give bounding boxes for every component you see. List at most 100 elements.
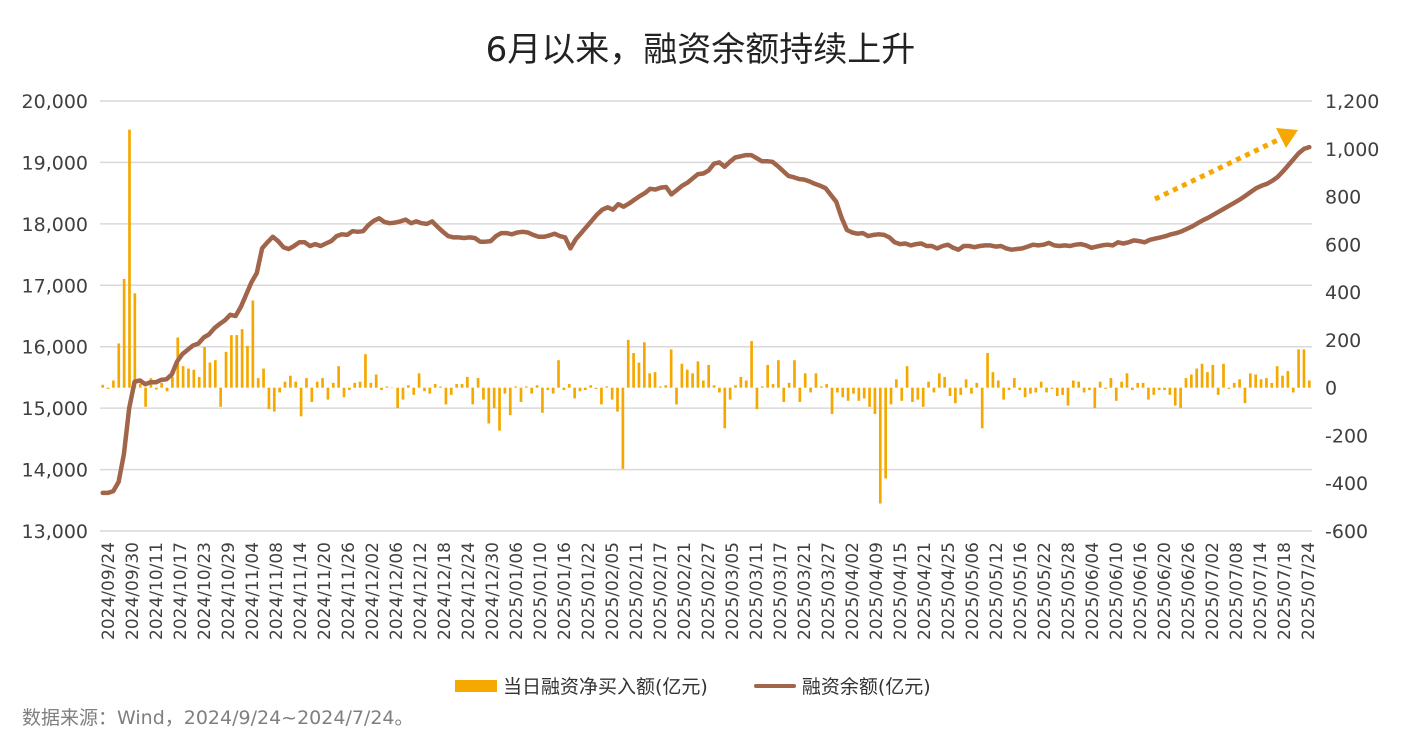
x-tick-label: 2025/02/17	[651, 542, 671, 640]
bar	[669, 349, 673, 388]
bar	[777, 360, 780, 388]
bar	[852, 387, 855, 394]
x-tick-label: 2024/12/30	[483, 542, 503, 640]
legend-line-label: 融资余额(亿元)	[801, 676, 931, 698]
x-tick-label: 2024/11/20	[315, 542, 335, 640]
bar	[632, 353, 635, 388]
bar	[487, 387, 491, 424]
bar	[460, 384, 464, 388]
x-tick-label: 2025/03/05	[723, 542, 743, 640]
bar	[187, 368, 190, 388]
bar	[1216, 387, 1220, 395]
gridlines	[100, 100, 1312, 532]
bar	[165, 387, 169, 392]
bar	[1045, 387, 1048, 393]
bar	[213, 360, 217, 388]
bar	[106, 387, 110, 389]
y-right-tick-label: 0	[1325, 378, 1337, 400]
y-right-tick-label: 800	[1325, 187, 1361, 209]
bar	[1270, 382, 1274, 388]
bar	[482, 387, 485, 400]
bar	[760, 386, 764, 388]
bar	[240, 329, 244, 388]
x-tick-label: 2025/07/02	[1203, 542, 1223, 640]
x-tick-label: 2024/12/06	[387, 542, 407, 640]
legend-bar-swatch	[455, 679, 497, 692]
y-left-tick-label: 19,000	[22, 152, 88, 174]
bar	[616, 387, 619, 412]
bar	[1066, 387, 1070, 406]
x-tick-label: 2025/07/18	[1275, 542, 1295, 640]
bar	[390, 387, 394, 389]
bar	[578, 387, 582, 392]
bar	[262, 368, 265, 388]
bar	[986, 353, 989, 388]
bar	[782, 387, 786, 402]
x-tick-label: 2025/05/16	[1011, 542, 1031, 640]
bar	[364, 354, 367, 388]
bar	[1104, 387, 1107, 389]
bar	[203, 347, 206, 388]
bar	[546, 387, 550, 391]
bar	[112, 380, 115, 388]
bar-series	[101, 129, 1311, 504]
bar	[1238, 379, 1241, 388]
x-tick-label: 2025/04/21	[915, 542, 935, 640]
bar	[449, 387, 453, 395]
bar	[101, 384, 105, 388]
bar	[128, 129, 131, 388]
bar	[1184, 378, 1188, 388]
bar	[1259, 379, 1263, 388]
bar	[358, 381, 362, 388]
bar	[573, 387, 576, 399]
bar	[991, 372, 995, 388]
x-tick-label: 2024/10/23	[195, 542, 215, 640]
bar	[803, 373, 807, 388]
bar	[1125, 373, 1129, 388]
bar	[728, 387, 732, 400]
bar	[508, 387, 512, 416]
bar	[921, 387, 925, 407]
bar	[138, 384, 142, 388]
bar	[299, 387, 303, 417]
y-right-tick-label: 200	[1325, 330, 1361, 352]
bar	[1243, 387, 1247, 404]
bar	[294, 381, 298, 388]
bar	[642, 342, 646, 388]
bar	[594, 387, 598, 389]
bar	[814, 373, 818, 388]
bar	[819, 386, 823, 388]
bar	[331, 382, 335, 388]
bar	[723, 387, 727, 429]
bar	[530, 387, 534, 394]
bar	[1275, 366, 1279, 388]
bar	[980, 387, 984, 429]
bar	[787, 382, 791, 388]
x-axis: 2024/09/24 2024/09/30 2024/10/11 2024/10/17…	[99, 542, 1319, 640]
bar	[701, 380, 705, 388]
bar	[621, 387, 625, 469]
bar	[648, 373, 652, 388]
bar	[267, 387, 271, 410]
bar	[964, 379, 968, 388]
x-tick-label: 2025/01/16	[555, 542, 575, 640]
bar	[498, 387, 501, 431]
bar	[374, 374, 378, 388]
bar	[1179, 387, 1182, 408]
bar	[337, 366, 340, 388]
bar	[653, 372, 657, 388]
bar	[310, 387, 314, 402]
bar	[1222, 363, 1225, 388]
bar	[970, 387, 973, 394]
x-tick-label: 2025/06/10	[1107, 542, 1127, 640]
bar	[1281, 375, 1284, 388]
bar	[637, 362, 641, 388]
y-left-tick-label: 17,000	[22, 275, 88, 297]
bar	[1286, 370, 1290, 388]
x-tick-label: 2025/06/04	[1083, 542, 1103, 640]
x-tick-label: 2024/11/26	[339, 542, 359, 640]
x-tick-label: 2024/09/24	[99, 542, 119, 640]
x-tick-label: 2025/02/21	[675, 542, 695, 640]
bar	[476, 378, 480, 388]
